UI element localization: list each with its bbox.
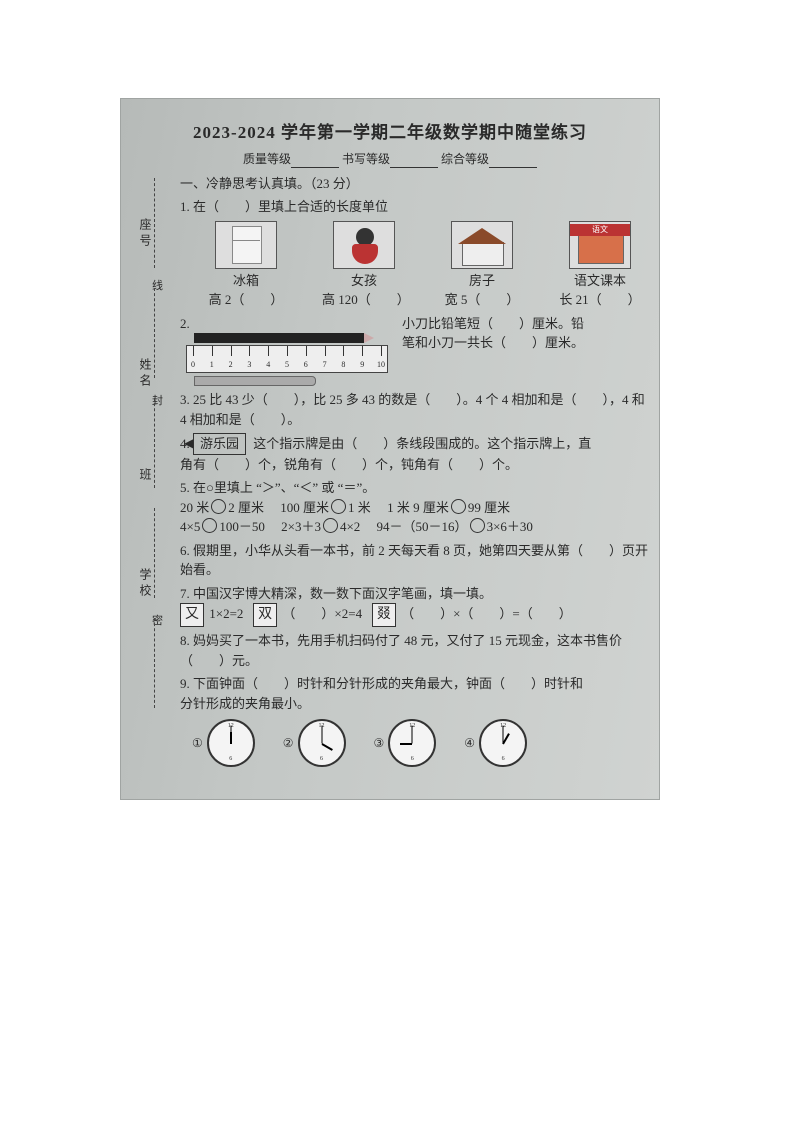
q7: 7. 中国汉字博大精深，数一数下面汉字笔画，填一填。 又 1×2=2 双 （ ）… [180, 584, 648, 628]
clock-icon [479, 719, 527, 767]
grade-line: 质量等级 书写等级 综合等级 [120, 150, 660, 168]
q9-stem-2: 分针形成的夹角最小。 [180, 694, 648, 714]
house-icon [451, 221, 513, 269]
clock-icon [298, 719, 346, 767]
q6: 6. 假期里，小华从头看一本书，前 2 天每天看 8 页，她第四天要从第（ ）页… [180, 541, 648, 580]
q3: 3. 25 比 43 少（ ），比 25 多 43 的数是（ ）。4 个 4 相… [180, 390, 648, 429]
q1-stem: 1. 在（ ）里填上合适的长度单位 [180, 197, 648, 217]
q2-text-2: 笔和小刀一共长（ ）厘米。 [402, 333, 648, 353]
char-box-1: 又 [180, 603, 204, 627]
q4-text-2: 角有（ ）个，锐角有（ ）个，钝角有（ ）个。 [180, 455, 648, 475]
q4-text-1: 这个指示牌是由（ ）条线段围成的。这个指示牌上，直 [253, 436, 591, 451]
q9-stem: 9. 下面钟面（ ）时针和分针形成的夹角最大，钟面（ ）时针和 [180, 676, 583, 691]
q7-stem: 7. 中国汉字博大精深，数一数下面汉字笔画，填一填。 [180, 584, 648, 604]
quality-label: 质量等级 [243, 152, 291, 166]
gutter-name: 姓名 [136, 358, 154, 390]
writing-label: 书写等级 [342, 152, 390, 166]
sign-icon: 游乐园 [193, 433, 246, 455]
book-icon [569, 221, 631, 269]
q1-label-3: 语文课本 [558, 271, 642, 291]
q4: 4. 游乐园 这个指示牌是由（ ）条线段围成的。这个指示牌上，直 角有（ ）个，… [180, 433, 648, 474]
q8: 8. 妈妈买了一本书，先用手机扫码付了 48 元，又付了 15 元现金，这本书售… [180, 631, 648, 670]
q1-line-0: 高 2（ ） [204, 290, 288, 310]
blank-circle-icon [451, 499, 466, 514]
char-box-2: 双 [253, 603, 277, 627]
worksheet-photo: 2023-2024 学年第一学期二年级数学期中随堂练习 质量等级 书写等级 综合… [120, 98, 660, 800]
q1-item-fridge: 冰箱 高 2（ ） [204, 221, 288, 310]
page-title: 2023-2024 学年第一学期二年级数学期中随堂练习 [120, 120, 660, 146]
overall-label: 综合等级 [441, 152, 489, 166]
q1-item-house: 房子 宽 5（ ） [440, 221, 524, 310]
q1-label-2: 房子 [440, 271, 524, 291]
blank-circle-icon [470, 518, 485, 533]
knife-icon [194, 376, 316, 386]
q1-label-0: 冰箱 [204, 271, 288, 291]
q1-line-3: 长 21（ ） [558, 290, 642, 310]
q5-row1: 20 米2 厘米 100 厘米1 米 1 米 9 厘米99 厘米 [180, 498, 648, 518]
q1-label-1: 女孩 [322, 271, 406, 291]
girl-icon [333, 221, 395, 269]
blank-circle-icon [211, 499, 226, 514]
fridge-icon [215, 221, 277, 269]
q2: 2. 012345678910 小刀比铅笔短（ ）厘米。铅 笔和小刀一共长（ ）… [180, 314, 648, 387]
gutter-seat: 座号 [136, 218, 154, 250]
blank-circle-icon [323, 518, 338, 533]
q5-row2: 4×5100－50 2×3＋34×2 94－（50－16）3×6＋30 [180, 517, 648, 537]
q9: 9. 下面钟面（ ）时针和分针形成的夹角最大，钟面（ ）时针和 分针形成的夹角最… [180, 674, 648, 767]
gutter-school: 学校 [136, 568, 154, 600]
pencil-icon [194, 333, 364, 343]
clock-icon [207, 719, 255, 767]
q1-line-2: 宽 5（ ） [440, 290, 524, 310]
q1-item-girl: 女孩 高 120（ ） [322, 221, 406, 310]
q1-item-book: 语文课本 长 21（ ） [558, 221, 642, 310]
blank-circle-icon [202, 518, 217, 533]
char-box-3: 叕 [372, 603, 396, 627]
clock-label: ④ [464, 734, 475, 752]
clock-label: ② [283, 734, 294, 752]
clock-icon [388, 719, 436, 767]
q5: 5. 在○里填上 “＞”、“＜” 或 “＝”。 20 米2 厘米 100 厘米1… [180, 478, 648, 537]
q1-line-1: 高 120（ ） [322, 290, 406, 310]
q1: 1. 在（ ）里填上合适的长度单位 冰箱 高 2（ ） 女孩 高 120（ ） … [180, 197, 648, 310]
q2-text-1: 小刀比铅笔短（ ）厘米。铅 [402, 314, 648, 334]
blank-circle-icon [331, 499, 346, 514]
q5-stem: 5. 在○里填上 “＞”、“＜” 或 “＝”。 [180, 478, 648, 498]
gutter-class: 班 [136, 468, 154, 484]
section-1-heading: 一、冷静思考认真填。（23 分） [180, 174, 660, 194]
content-area: 1. 在（ ）里填上合适的长度单位 冰箱 高 2（ ） 女孩 高 120（ ） … [180, 197, 648, 767]
q2-stem: 2. [180, 316, 190, 331]
clock-label: ③ [374, 734, 385, 752]
clock-label: ① [192, 734, 203, 752]
ruler-icon: 012345678910 [186, 345, 388, 373]
binding-gutter: 座号 线 姓名 封 班 学校 密 [128, 178, 172, 780]
